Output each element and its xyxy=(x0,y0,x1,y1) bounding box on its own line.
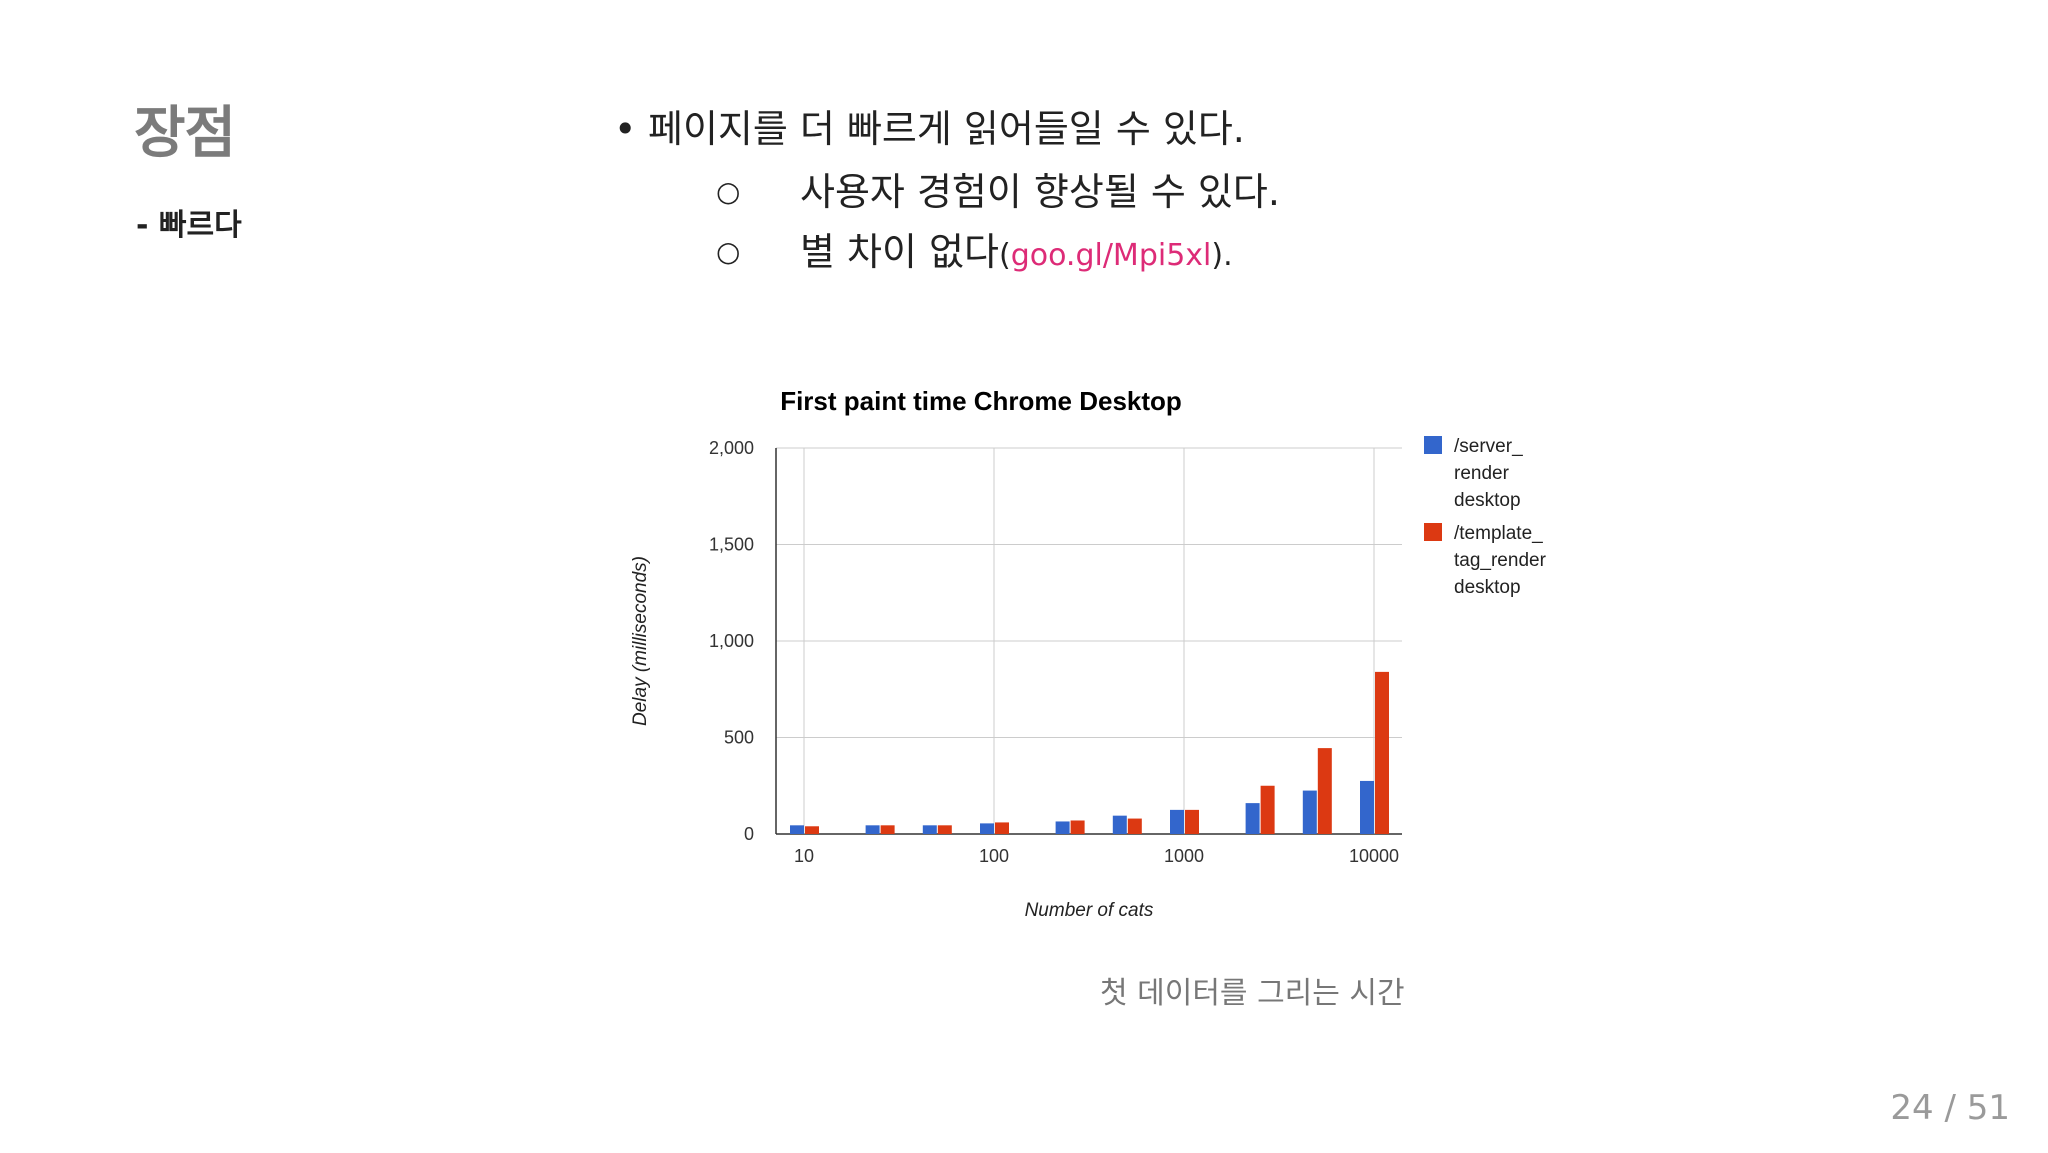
page-number: 24 / 51 xyxy=(1890,1088,2010,1128)
bar-server-render xyxy=(1170,809,1184,834)
x-tick-label: 100 xyxy=(979,846,1009,866)
y-axis-title: Delay (milliseconds) xyxy=(630,556,651,726)
bar-template-tag-render xyxy=(1260,785,1275,834)
sub-bullet-list: ○ 사용자 경험이 향상될 수 있다. ○ 별 차이 없다(goo.gl/Mpi… xyxy=(648,162,1280,286)
legend-label: tag_render xyxy=(1454,550,1547,571)
bar-template-tag-render xyxy=(805,826,819,834)
y-tick-label: 1,500 xyxy=(709,535,754,555)
x-axis-title: Number of cats xyxy=(1025,900,1154,921)
reference-link[interactable]: goo.gl/Mpi5xl xyxy=(1010,238,1212,273)
bullet-dot-icon: • xyxy=(614,107,637,151)
chart-caption: 첫 데이터를 그리는 시간 xyxy=(1100,976,1405,1011)
slide-subtitle: - 빠르다 xyxy=(136,208,242,243)
bar-server-render xyxy=(1302,790,1317,834)
bar-server-render xyxy=(1360,780,1374,834)
circle-bullet-icon: ○ xyxy=(716,175,741,208)
y-tick-label: 1,000 xyxy=(709,631,754,651)
bullet-list: • 페이지를 더 빠르게 읽어들일 수 있다. ○ 사용자 경험이 향상될 수 … xyxy=(612,100,1280,286)
bullet-item: • 페이지를 더 빠르게 읽어들일 수 있다. ○ 사용자 경험이 향상될 수 … xyxy=(612,100,1280,286)
legend-swatch xyxy=(1424,436,1442,454)
bar-chart: First paint time Chrome Desktop 0 500 1,000… xyxy=(630,386,1547,921)
bar-server-render xyxy=(1112,815,1127,834)
slide-title: 장점 xyxy=(134,101,236,166)
sub-bullet-text: 사용자 경험이 향상될 수 있다. xyxy=(800,170,1280,214)
sub-bullet-item: ○ 별 차이 없다(goo.gl/Mpi5xl). xyxy=(648,222,1280,286)
bar-template-tag-render xyxy=(1070,820,1085,834)
y-tick-label: 500 xyxy=(724,728,754,748)
x-tick-label: 10 xyxy=(794,846,814,866)
legend-swatch xyxy=(1424,523,1442,541)
bullet-text: 페이지를 더 빠르게 읽어들일 수 있다. xyxy=(648,107,1245,151)
legend-label: render xyxy=(1454,463,1510,484)
bar-server-render xyxy=(1245,803,1260,834)
chart-container: First paint time Chrome Desktop 0 500 1,000… xyxy=(618,372,1568,942)
paren-close: ). xyxy=(1211,238,1233,273)
bar-template-tag-render xyxy=(1185,809,1199,834)
circle-bullet-icon: ○ xyxy=(716,235,741,268)
bar-template-tag-render xyxy=(1127,818,1142,834)
bar-server-render xyxy=(790,825,804,834)
bar-template-tag-render xyxy=(1375,671,1389,834)
paren-open: ( xyxy=(998,238,1011,273)
legend-label: desktop xyxy=(1454,577,1521,598)
bar-template-tag-render xyxy=(995,822,1009,834)
x-tick-label: 1000 xyxy=(1164,846,1204,866)
x-tick-label: 10000 xyxy=(1349,846,1399,866)
chart-title: First paint time Chrome Desktop xyxy=(780,386,1182,416)
legend-label: desktop xyxy=(1454,490,1521,511)
legend-label: /server_ xyxy=(1454,436,1523,457)
bar-server-render xyxy=(1055,821,1070,834)
y-tick-label: 0 xyxy=(744,824,754,844)
bar-template-tag-render xyxy=(937,825,952,834)
legend-label: /template_ xyxy=(1454,523,1543,544)
bar-template-tag-render xyxy=(880,825,895,834)
y-tick-label: 2,000 xyxy=(709,438,754,458)
bar-server-render xyxy=(980,823,994,834)
sub-bullet-text: 별 차이 없다 xyxy=(800,230,999,274)
bar-server-render xyxy=(865,825,880,834)
bar-template-tag-render xyxy=(1317,748,1332,834)
bar-server-render xyxy=(922,825,937,834)
sub-bullet-item: ○ 사용자 경험이 향상될 수 있다. xyxy=(648,162,1280,222)
